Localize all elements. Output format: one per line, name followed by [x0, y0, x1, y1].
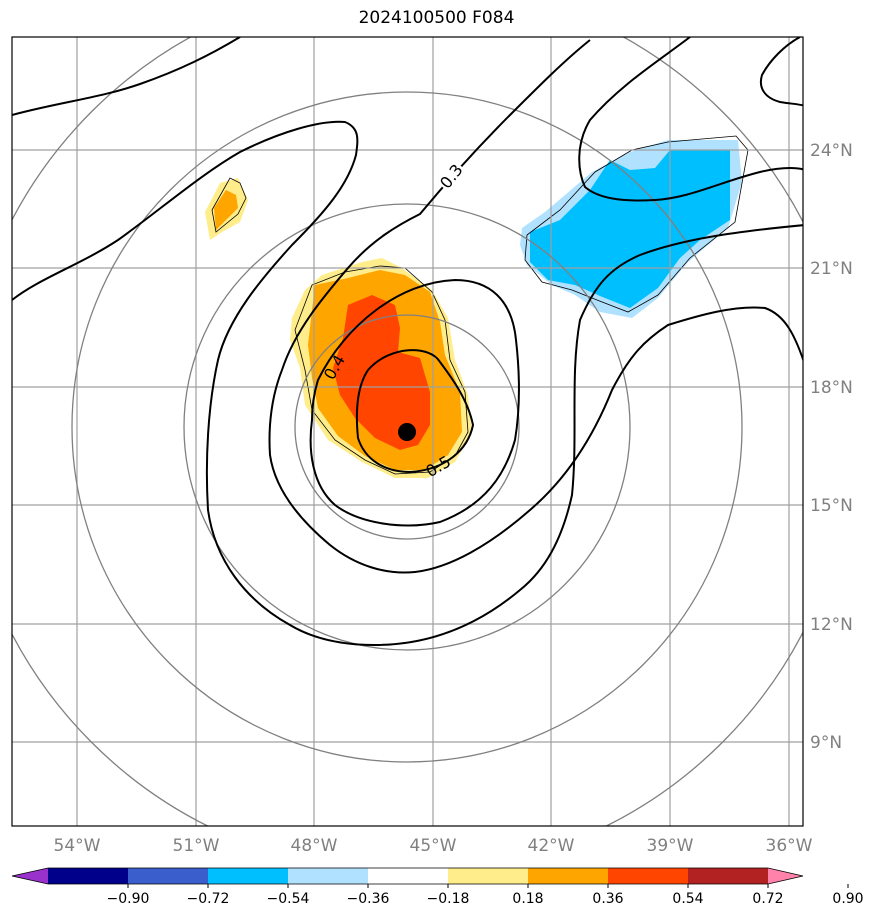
colorbar-tick-label: −0.18 [427, 891, 470, 907]
lon-label: 54°W [54, 836, 101, 856]
colorbar-segment [608, 868, 689, 884]
lat-label: 24°N [810, 141, 853, 161]
contour-inner-ring [355, 349, 475, 474]
range-ring-2 [183, 203, 631, 651]
map-frame [11, 36, 804, 827]
outline-positive-region [294, 265, 469, 475]
contours [12, 37, 803, 647]
range-ring-1 [294, 314, 520, 540]
lat-label: 18°N [810, 378, 853, 398]
colorbar-tick-label: 0.90 [832, 891, 863, 907]
colorbar-tick-label: −0.54 [267, 891, 310, 907]
colorbar-segment [208, 868, 289, 884]
colorbar-tick-label: 0.18 [512, 891, 543, 907]
colorbar-segment [448, 868, 529, 884]
colorbar-segment [288, 868, 369, 884]
negative-anomaly-shading [520, 140, 742, 318]
contour-third-ring [268, 39, 803, 574]
latitude-labels: 24°N 21°N 18°N 15°N 12°N 9°N [810, 141, 853, 753]
lon-label: 39°W [647, 836, 694, 856]
map-title: 2024100500 F084 [358, 8, 515, 28]
map-plot-area: 0.3 0.4 0.5 [12, 37, 803, 826]
colorbar: −0.90 −0.72 −0.54 −0.36 −0.18 0.18 0.36 0.54 0.7… [11, 867, 864, 907]
lat-label: 21°N [810, 259, 853, 279]
colorbar-segment [688, 868, 769, 884]
colorbar-segment [128, 868, 209, 884]
lon-label: 42°W [528, 836, 575, 856]
outline-small-region [211, 177, 247, 233]
longitude-labels: 54°W 51°W 48°W 45°W 42°W 39°W 36°W [54, 836, 813, 856]
lat-label: 9°N [810, 733, 842, 753]
colorbar-tick-label: 0.72 [752, 891, 783, 907]
shading-outlines [211, 135, 749, 475]
contour-top-left-line [12, 37, 241, 116]
contour-fourth-line [12, 120, 803, 647]
colorbar-tick-label: 0.54 [672, 891, 703, 907]
positive-anomaly-shading [205, 178, 472, 478]
outline-negative-region [524, 135, 749, 313]
lon-label: 45°W [410, 836, 457, 856]
shade-small-orange [214, 190, 238, 230]
colorbar-tick-label: −0.72 [187, 891, 230, 907]
lat-label: 12°N [810, 615, 853, 635]
contour-corner-line [760, 37, 803, 107]
contour-upper-right-line [578, 37, 803, 202]
lat-label: 15°N [810, 496, 853, 516]
lon-label: 51°W [173, 836, 220, 856]
range-ring-3 [71, 91, 743, 763]
colorbar-tick-label: −0.90 [107, 891, 150, 907]
lon-label: 48°W [291, 836, 338, 856]
colorbar-tick-label: 0.36 [592, 891, 623, 907]
colorbar-outline [11, 867, 804, 885]
colorbar-extend-max [768, 868, 803, 884]
contour-second-ring [309, 278, 520, 527]
colorbar-extend-min [12, 868, 48, 884]
lon-label: 36°W [766, 836, 813, 856]
colorbar-segment [368, 868, 449, 884]
colorbar-segment [528, 868, 609, 884]
colorbar-tick-label: −0.36 [347, 891, 390, 907]
storm-center-marker [398, 423, 416, 441]
range-rings [12, 37, 803, 826]
colorbar-segment [48, 868, 129, 884]
